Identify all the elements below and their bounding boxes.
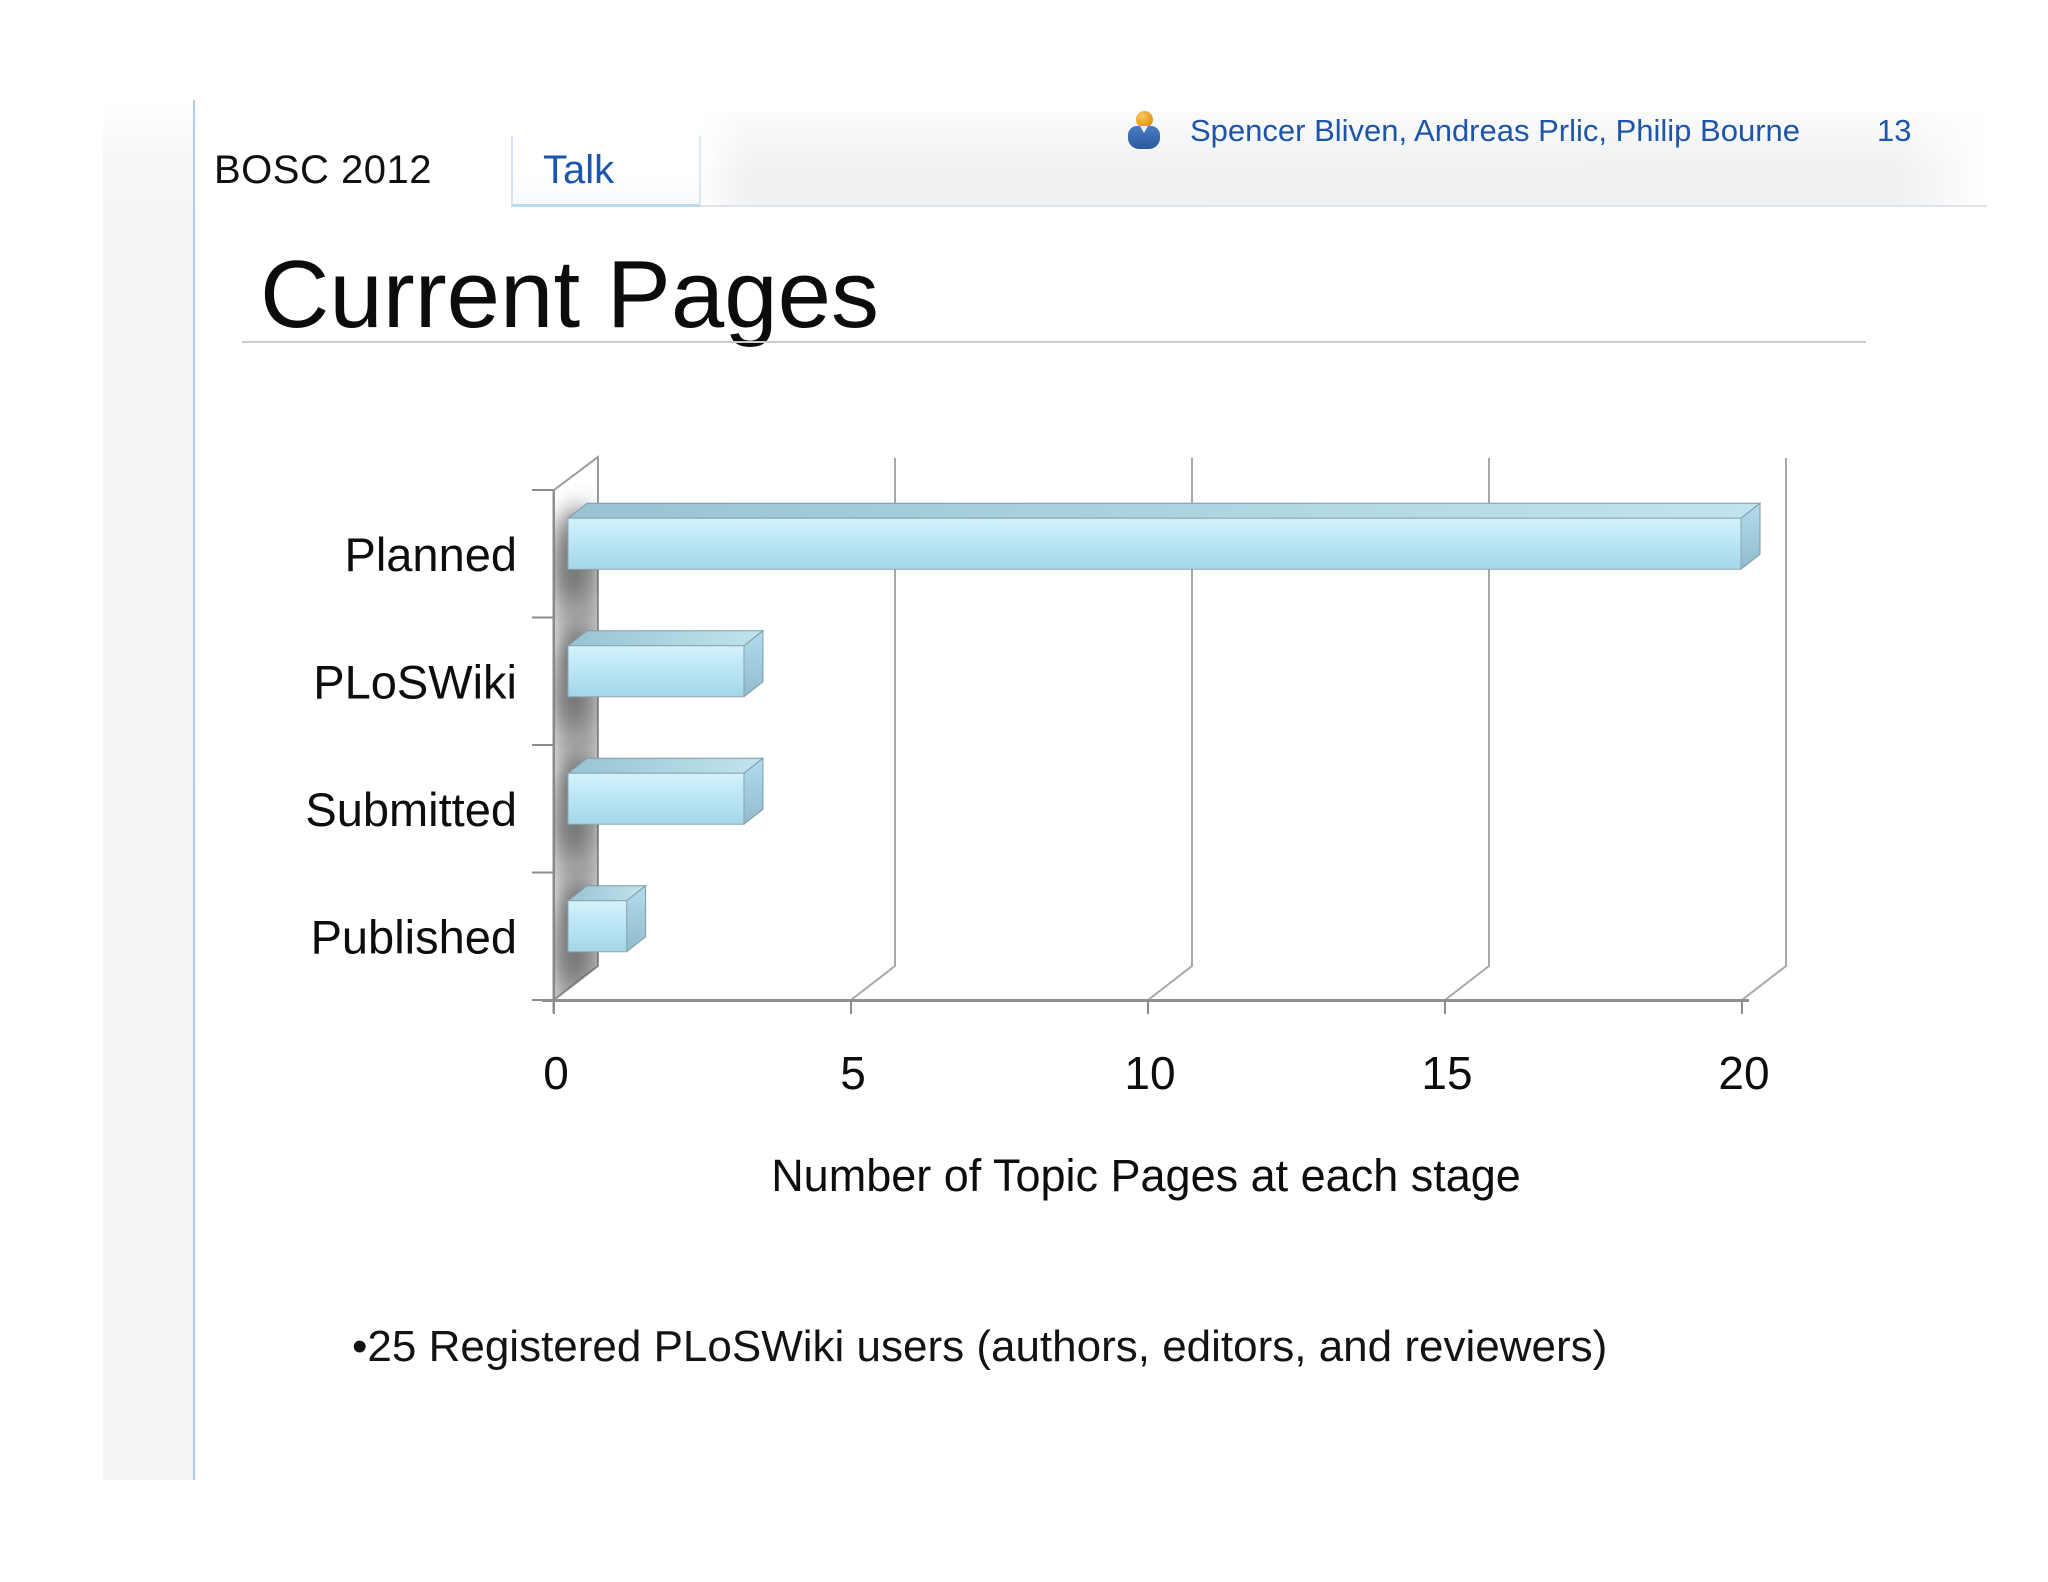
- x-tick-label-10: 10: [1124, 1047, 1175, 1099]
- header-band: [698, 111, 1988, 207]
- x-tick-label-20: 20: [1718, 1047, 1769, 1099]
- gridline-5: [850, 458, 896, 1001]
- authors-link[interactable]: Spencer Bliven, Andreas Prlic, Philip Bo…: [1190, 113, 1800, 148]
- x-tick-label-15: 15: [1421, 1047, 1472, 1099]
- category-label-submitted: Submitted: [305, 783, 517, 836]
- title-underline: [242, 341, 1866, 343]
- user-icon-head: [1136, 111, 1153, 128]
- bar-submitted-top: [566, 757, 765, 774]
- x-axis-title: Number of Topic Pages at each stage: [771, 1150, 1521, 1201]
- bar-chart: Planned PLoSWiki Submitted Published 0 5 10 15 2…: [305, 455, 1787, 1201]
- gridline-20: [1741, 458, 1787, 1001]
- wiki-site-label: BOSC 2012: [214, 148, 432, 192]
- user-icon: [1126, 110, 1162, 152]
- header-divider: [511, 205, 1987, 207]
- x-tick-label-5: 5: [840, 1047, 866, 1099]
- bar-submitted: [567, 772, 745, 825]
- category-label-published: Published: [311, 910, 517, 963]
- tab-talk-label: Talk: [543, 147, 615, 192]
- category-label-ploswiki: PLoSWiki: [313, 655, 517, 708]
- bar-planned-top: [566, 502, 1762, 519]
- bar-published: [567, 900, 628, 953]
- user-icon-body: [1128, 126, 1160, 149]
- bar-ploswiki-top: [566, 630, 765, 647]
- gridline-15: [1444, 458, 1490, 1001]
- tab-talk[interactable]: Talk: [511, 136, 701, 207]
- gridline-10: [1147, 458, 1193, 1001]
- slide-number: 13: [1877, 113, 1912, 148]
- x-tick-label-0: 0: [543, 1047, 569, 1099]
- bar-ploswiki: [567, 645, 745, 698]
- category-label-planned: Planned: [345, 528, 518, 581]
- page-title: Current Pages: [260, 241, 879, 348]
- bullet-text: •25 Registered PLoSWiki users (authors, …: [352, 1322, 1608, 1371]
- sidebar: [103, 100, 195, 1480]
- bar-planned: [567, 517, 1742, 570]
